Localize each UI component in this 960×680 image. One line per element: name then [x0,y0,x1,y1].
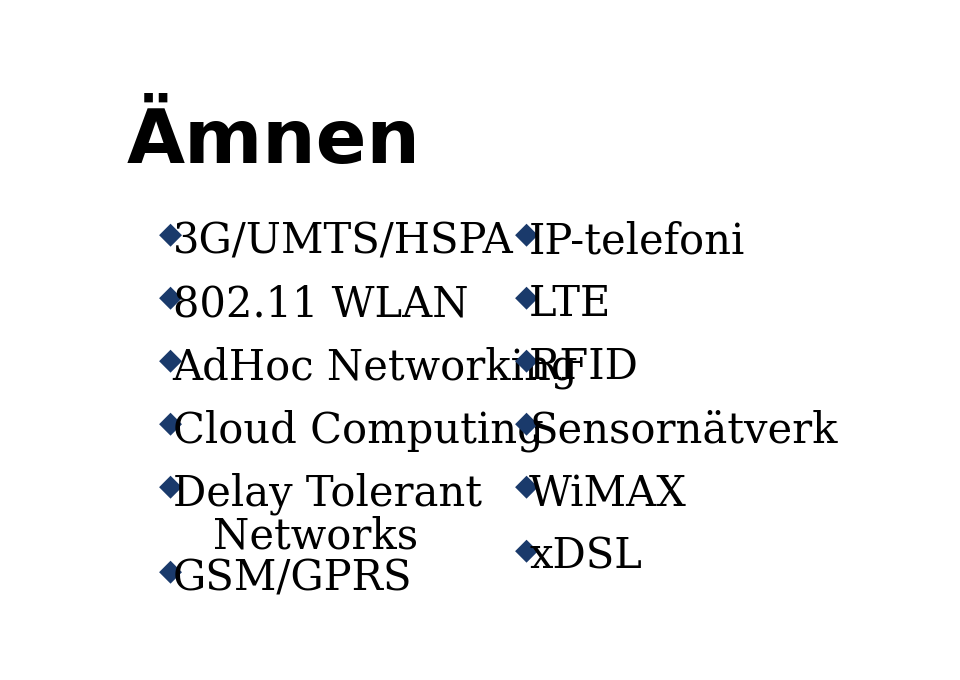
Text: ◆: ◆ [516,536,539,564]
Text: Sensornätverk: Sensornätverk [529,409,838,452]
Text: ◆: ◆ [158,409,181,438]
Text: Cloud Computing: Cloud Computing [173,409,543,452]
Text: WiMAX: WiMAX [529,473,687,515]
Text: GSM/GPRS: GSM/GPRS [173,558,412,600]
Text: AdHoc Networking: AdHoc Networking [173,347,578,389]
Text: 802.11 WLAN: 802.11 WLAN [173,284,468,325]
Text: LTE: LTE [529,284,612,325]
Text: Ämnen: Ämnen [126,106,420,180]
Text: xDSL: xDSL [529,536,642,578]
Text: IP-telefoni: IP-telefoni [529,220,746,262]
Text: ◆: ◆ [158,220,181,248]
Text: ◆: ◆ [158,473,181,500]
Text: ◆: ◆ [516,347,539,375]
Text: ◆: ◆ [158,558,181,585]
Text: 3G/UMTS/HSPA: 3G/UMTS/HSPA [173,220,514,262]
Text: Networks: Networks [213,515,419,557]
Text: ◆: ◆ [516,220,539,248]
Text: ◆: ◆ [158,284,181,311]
Text: Delay Tolerant: Delay Tolerant [173,473,482,515]
Text: ◆: ◆ [516,473,539,500]
Text: RFID: RFID [529,347,639,388]
Text: ◆: ◆ [158,347,181,375]
Text: ◆: ◆ [516,284,539,311]
Text: ◆: ◆ [516,409,539,438]
